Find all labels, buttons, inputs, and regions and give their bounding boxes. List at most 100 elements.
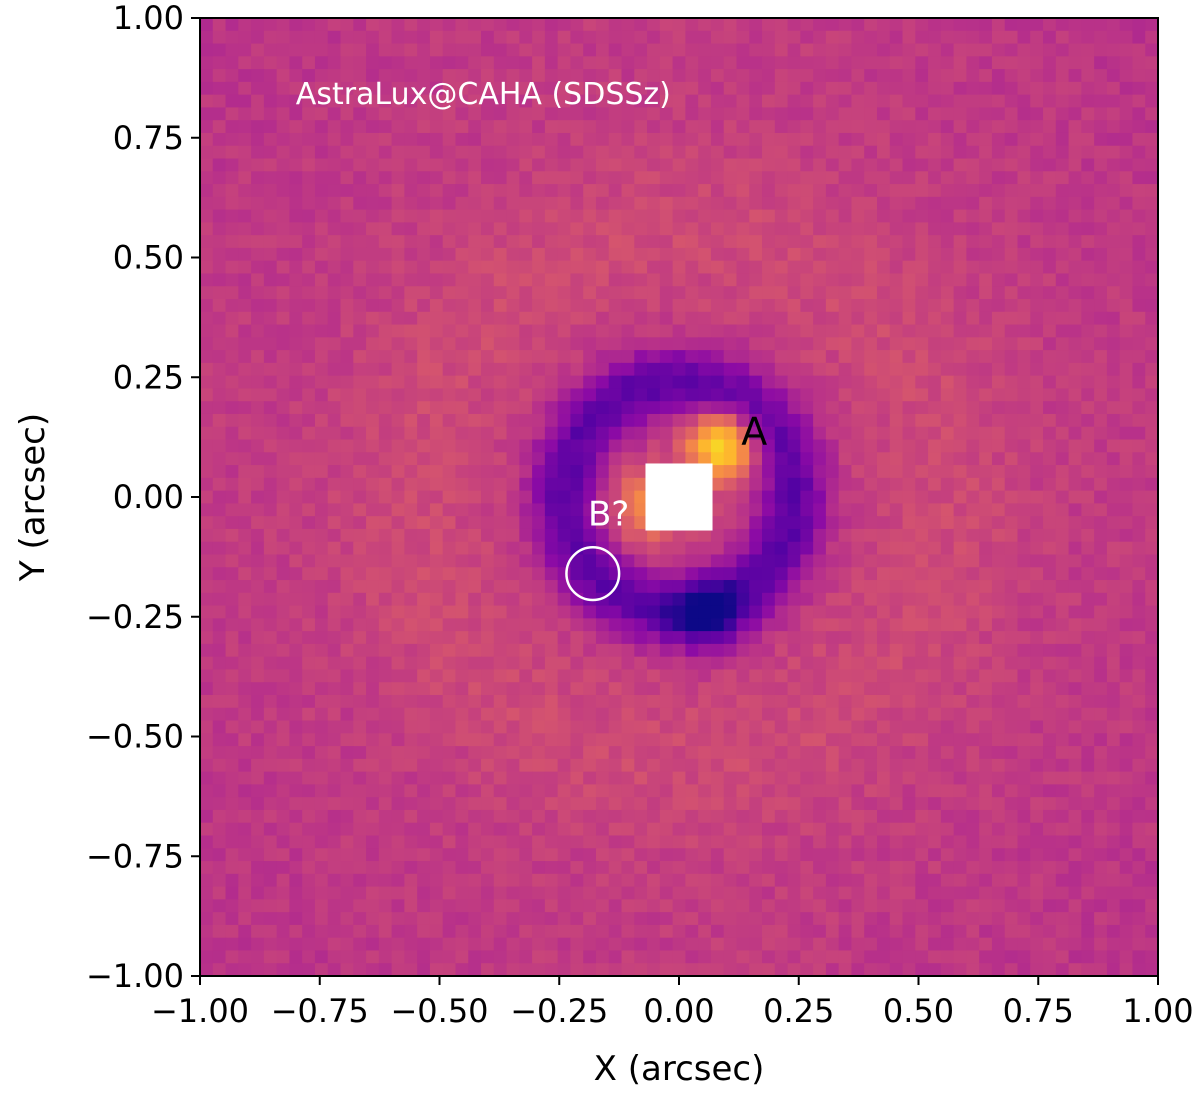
heatmap-cell — [1043, 618, 1057, 632]
heatmap-cell — [838, 375, 853, 390]
heatmap-cell — [979, 299, 993, 313]
heatmap-cell — [672, 18, 686, 32]
heatmap-cell — [966, 235, 980, 249]
heatmap-cell — [1030, 235, 1044, 249]
heatmap-cell — [200, 235, 214, 249]
heatmap-cell — [1145, 324, 1159, 338]
heatmap-cell — [200, 388, 214, 402]
heatmap-cell — [647, 209, 661, 223]
heatmap-cell — [966, 682, 980, 696]
heatmap-cell — [1119, 171, 1134, 185]
heatmap-cell — [544, 311, 559, 326]
heatmap-cell — [838, 669, 853, 683]
heatmap-cell — [1145, 822, 1159, 837]
heatmap-cell — [442, 771, 457, 785]
heatmap-cell — [289, 184, 303, 198]
heatmap-cell — [442, 132, 457, 147]
heatmap-cell — [647, 861, 661, 875]
heatmap-cell — [608, 490, 623, 504]
heatmap-cell — [238, 490, 252, 504]
heatmap-cell — [736, 362, 750, 377]
heatmap-cell — [493, 516, 508, 530]
heatmap-cell — [417, 311, 431, 326]
heatmap-cell — [876, 69, 891, 83]
heatmap-cell — [787, 707, 801, 722]
heatmap-cell — [953, 477, 967, 492]
heatmap-cell — [659, 286, 674, 300]
heatmap-cell — [289, 567, 303, 581]
heatmap-cell — [825, 835, 840, 849]
heatmap-cell — [212, 771, 227, 785]
heatmap-cell — [263, 822, 278, 837]
heatmap-cell — [1068, 669, 1082, 683]
heatmap-cell — [749, 375, 763, 390]
heatmap-cell — [928, 413, 942, 428]
heatmap-cell — [953, 580, 967, 594]
heatmap-cell — [1055, 682, 1070, 696]
heatmap-cell — [327, 311, 342, 326]
heatmap-cell — [378, 107, 393, 121]
heatmap-cell — [902, 184, 916, 198]
heatmap-cell — [736, 669, 750, 683]
heatmap-cell — [417, 69, 431, 83]
heatmap-cell — [851, 567, 865, 581]
heatmap-cell — [289, 69, 303, 83]
heatmap-cell — [1094, 848, 1108, 862]
heatmap-cell — [595, 618, 610, 632]
heatmap-cell — [787, 375, 801, 390]
heatmap-cell — [685, 120, 699, 134]
heatmap-cell — [800, 835, 814, 849]
heatmap-cell — [544, 809, 559, 824]
heatmap-cell — [200, 758, 214, 773]
heatmap-cell — [429, 56, 444, 70]
heatmap-cell — [851, 222, 865, 236]
heatmap-cell — [1081, 273, 1095, 287]
heatmap-cell — [1081, 592, 1095, 607]
heatmap-cell — [1094, 554, 1108, 568]
heatmap-cell — [864, 286, 878, 300]
heatmap-cell — [481, 656, 495, 671]
heatmap-cell — [314, 273, 329, 287]
heatmap-cell — [302, 465, 316, 479]
heatmap-cell — [544, 388, 559, 402]
heatmap-cell — [621, 631, 635, 645]
heatmap-cell — [289, 669, 303, 683]
heatmap-cell — [200, 516, 214, 530]
heatmap-cell — [557, 81, 572, 96]
heatmap-cell — [813, 784, 827, 798]
heatmap-cell — [1081, 669, 1095, 683]
heatmap-cell — [749, 107, 763, 121]
heatmap-cell — [838, 835, 853, 849]
heatmap-cell — [225, 247, 239, 262]
heatmap-cell — [749, 299, 763, 313]
heatmap-cell — [212, 541, 227, 556]
heatmap-cell — [493, 196, 508, 211]
heatmap-cell — [800, 132, 814, 147]
heatmap-cell — [1017, 452, 1031, 466]
heatmap-cell — [1081, 43, 1095, 57]
heatmap-cell — [417, 260, 431, 275]
heatmap-cell — [787, 618, 801, 632]
heatmap-cell — [928, 541, 942, 556]
heatmap-cell — [1017, 324, 1031, 338]
heatmap-cell — [1106, 477, 1121, 492]
heatmap-cell — [966, 311, 980, 326]
heatmap-cell — [391, 222, 405, 236]
heatmap-cell — [583, 196, 597, 211]
heatmap-cell — [953, 848, 967, 862]
heatmap-cell — [864, 656, 878, 671]
heatmap-cell — [940, 401, 955, 415]
heatmap-cell — [659, 580, 674, 594]
heatmap-cell — [1094, 158, 1108, 172]
heatmap-cell — [672, 758, 686, 773]
heatmap-cell — [928, 81, 942, 96]
heatmap-cell — [1094, 580, 1108, 594]
heatmap-cell — [595, 669, 610, 683]
heatmap-cell — [276, 784, 291, 798]
heatmap-cell — [736, 196, 750, 211]
heatmap-cell — [876, 784, 891, 798]
heatmap-cell — [851, 541, 865, 556]
heatmap-cell — [710, 171, 725, 185]
heatmap-cell — [506, 43, 520, 57]
heatmap-cell — [800, 452, 814, 466]
